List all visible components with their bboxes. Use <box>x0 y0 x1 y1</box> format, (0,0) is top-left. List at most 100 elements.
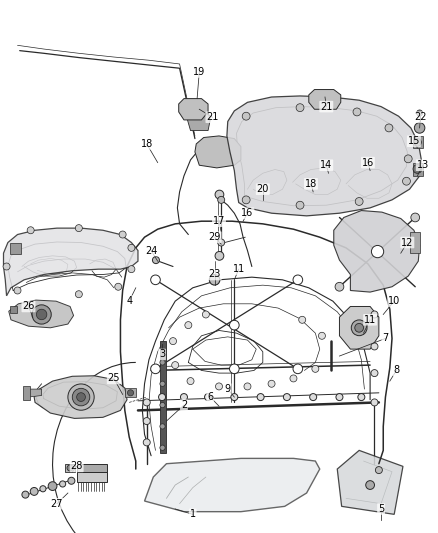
Circle shape <box>230 320 239 330</box>
Text: 21: 21 <box>320 102 332 111</box>
Circle shape <box>67 465 73 471</box>
Circle shape <box>355 324 364 332</box>
Polygon shape <box>187 109 210 131</box>
Circle shape <box>75 290 82 298</box>
Polygon shape <box>4 228 138 296</box>
Text: 22: 22 <box>414 112 427 122</box>
Polygon shape <box>179 99 208 120</box>
Circle shape <box>283 393 290 401</box>
Polygon shape <box>125 388 136 397</box>
Circle shape <box>32 305 51 324</box>
Circle shape <box>414 123 425 133</box>
Circle shape <box>160 381 165 386</box>
Circle shape <box>312 365 319 373</box>
Text: 11: 11 <box>233 264 245 274</box>
Text: 9: 9 <box>225 384 231 394</box>
Circle shape <box>404 155 412 163</box>
Text: 20: 20 <box>257 184 269 194</box>
Circle shape <box>355 198 363 205</box>
Circle shape <box>159 393 166 401</box>
Circle shape <box>215 383 223 390</box>
Circle shape <box>128 265 135 273</box>
Circle shape <box>351 320 367 336</box>
Circle shape <box>296 201 304 209</box>
Circle shape <box>119 231 126 238</box>
Circle shape <box>68 477 75 484</box>
Circle shape <box>218 239 225 246</box>
Circle shape <box>242 196 250 204</box>
Polygon shape <box>337 450 403 514</box>
Circle shape <box>127 390 134 396</box>
Circle shape <box>172 361 179 369</box>
Circle shape <box>128 244 135 252</box>
Text: 3: 3 <box>159 350 165 359</box>
Text: 16: 16 <box>241 208 254 218</box>
Circle shape <box>371 343 378 350</box>
Circle shape <box>30 488 38 495</box>
Circle shape <box>371 369 378 377</box>
Circle shape <box>353 108 361 116</box>
Circle shape <box>257 393 264 401</box>
Circle shape <box>371 399 378 406</box>
Text: 27: 27 <box>51 499 63 508</box>
Text: 15: 15 <box>408 136 420 146</box>
Circle shape <box>215 190 224 199</box>
Circle shape <box>115 283 122 290</box>
Text: 21: 21 <box>206 112 219 122</box>
Circle shape <box>371 245 384 258</box>
Text: 17: 17 <box>213 216 225 226</box>
Circle shape <box>68 384 94 410</box>
Circle shape <box>143 439 150 446</box>
Circle shape <box>187 377 194 385</box>
Circle shape <box>358 393 365 401</box>
Circle shape <box>72 389 90 406</box>
Text: 29: 29 <box>208 232 221 242</box>
Circle shape <box>152 256 159 264</box>
Circle shape <box>202 311 209 318</box>
Circle shape <box>242 112 250 120</box>
Circle shape <box>375 466 382 474</box>
Text: 19: 19 <box>193 67 205 77</box>
Circle shape <box>170 337 177 345</box>
Polygon shape <box>28 389 42 397</box>
Text: 4: 4 <box>126 296 132 306</box>
Polygon shape <box>65 464 75 472</box>
Text: 24: 24 <box>145 246 157 255</box>
Text: 8: 8 <box>393 366 399 375</box>
Circle shape <box>36 309 47 320</box>
Text: 2: 2 <box>181 400 187 410</box>
Circle shape <box>371 311 378 318</box>
Text: 1: 1 <box>190 510 196 519</box>
Circle shape <box>205 393 212 401</box>
Text: 10: 10 <box>388 296 400 306</box>
Circle shape <box>48 482 57 490</box>
Circle shape <box>268 380 275 387</box>
Circle shape <box>209 274 220 285</box>
Text: 14: 14 <box>320 160 332 170</box>
Circle shape <box>75 224 82 232</box>
Text: 18: 18 <box>141 139 153 149</box>
Circle shape <box>417 110 423 116</box>
Text: 6: 6 <box>207 392 213 402</box>
Circle shape <box>60 481 66 487</box>
Text: 11: 11 <box>364 315 376 325</box>
Text: 18: 18 <box>305 179 317 189</box>
Text: 23: 23 <box>208 270 221 279</box>
Text: 7: 7 <box>382 334 389 343</box>
Text: 13: 13 <box>417 160 429 170</box>
Text: 25: 25 <box>108 374 120 383</box>
Circle shape <box>143 399 150 406</box>
Polygon shape <box>339 306 379 349</box>
Polygon shape <box>334 211 420 292</box>
Circle shape <box>296 104 304 111</box>
Circle shape <box>293 364 303 374</box>
Circle shape <box>403 177 410 185</box>
Circle shape <box>218 196 225 204</box>
Circle shape <box>413 165 422 173</box>
Circle shape <box>40 486 46 492</box>
Polygon shape <box>34 376 127 418</box>
Polygon shape <box>413 136 423 148</box>
Circle shape <box>180 393 187 401</box>
Polygon shape <box>77 464 107 472</box>
Circle shape <box>77 393 85 401</box>
